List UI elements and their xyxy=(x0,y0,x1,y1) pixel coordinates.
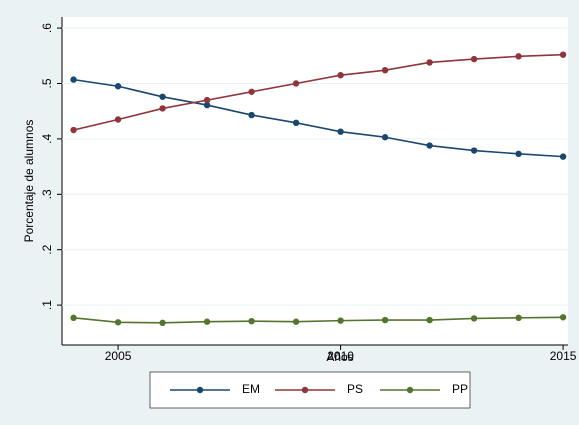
point xyxy=(426,142,433,149)
point xyxy=(203,96,211,104)
point xyxy=(470,55,478,63)
point xyxy=(114,116,122,123)
point xyxy=(559,314,567,321)
point xyxy=(70,126,77,134)
point xyxy=(114,83,122,90)
point xyxy=(559,51,567,58)
point xyxy=(70,314,77,322)
point xyxy=(470,147,478,154)
point xyxy=(159,93,166,100)
point xyxy=(515,314,522,322)
point xyxy=(292,318,300,325)
x-tick-label: 2010 xyxy=(327,349,354,363)
point xyxy=(515,53,522,60)
y-tick-label: .2 xyxy=(40,244,54,254)
legend-marker xyxy=(196,386,204,394)
point xyxy=(381,66,389,74)
point xyxy=(426,316,433,324)
point xyxy=(248,317,255,325)
legend-label: PS xyxy=(347,382,363,396)
point xyxy=(203,101,211,109)
point xyxy=(470,315,478,322)
y-tick-label: .4 xyxy=(40,134,54,144)
x-axis-title: Años xyxy=(326,350,353,364)
plot-area xyxy=(62,17,568,345)
point xyxy=(337,317,344,324)
point xyxy=(381,134,389,141)
point xyxy=(70,76,77,83)
y-tick-label: .6 xyxy=(40,23,54,33)
point xyxy=(292,80,300,87)
point xyxy=(515,150,522,158)
legend-marker xyxy=(301,386,309,394)
y-tick-label: .1 xyxy=(40,300,54,310)
point xyxy=(337,128,344,135)
point xyxy=(248,88,255,95)
y-tick-label: .5 xyxy=(40,78,54,88)
point xyxy=(203,318,211,325)
legend-marker xyxy=(406,386,414,394)
series-line xyxy=(73,316,564,324)
point xyxy=(292,119,300,127)
point xyxy=(114,319,122,326)
legend-label: EM xyxy=(242,382,260,396)
point xyxy=(559,153,567,160)
x-tick-label: 2015 xyxy=(550,349,577,363)
y-axis-title: Porcentaje de alumnos xyxy=(22,120,36,243)
legend-label: PP xyxy=(452,382,468,396)
point xyxy=(426,59,433,66)
point xyxy=(381,316,389,324)
point xyxy=(248,111,255,119)
point xyxy=(159,319,166,327)
point xyxy=(337,71,344,79)
point xyxy=(159,105,166,112)
series-line xyxy=(73,53,564,131)
y-tick-label: .3 xyxy=(40,189,54,199)
series-line xyxy=(73,78,564,158)
x-tick-label: 2005 xyxy=(105,349,132,363)
